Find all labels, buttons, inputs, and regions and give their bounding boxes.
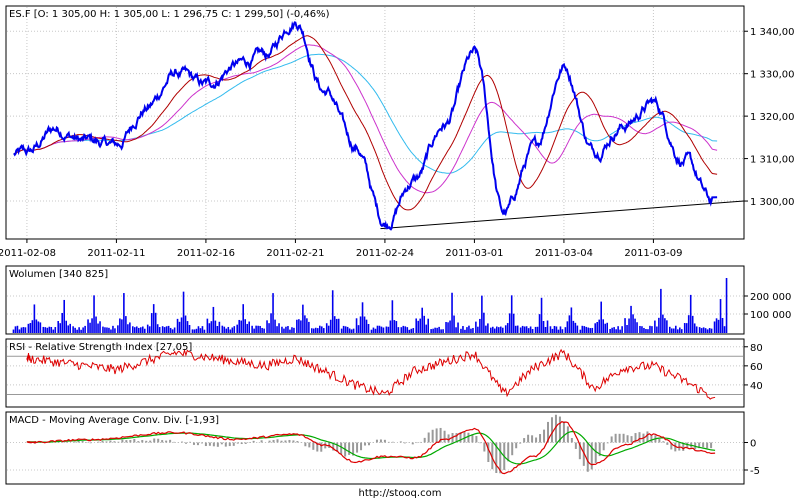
- volume-y-tick-label: 100 000: [750, 310, 791, 321]
- support-trendline: [380, 200, 745, 230]
- price-y-ticks: 1 300,00 1 310,00 1 320,00 1 330,00 1 340,00: [744, 27, 795, 208]
- ma-lines: [13, 35, 718, 211]
- price-grid: [7, 7, 743, 238]
- volume-panel-title: Wolumen [340 825]: [9, 269, 108, 280]
- rsi-grid: [7, 346, 743, 395]
- volume-bars: [12, 278, 728, 333]
- x-tick-label: 2011-02-11: [87, 248, 145, 259]
- rsi-panel-title: RSI - Relative Strength Index [27,05]: [9, 342, 192, 353]
- macd-y-tick-label: 0: [750, 439, 756, 450]
- price-y-tick-label: 1 340,00: [750, 27, 795, 38]
- x-tick-label: 2011-02-16: [177, 248, 235, 259]
- macd-line: [26, 420, 716, 475]
- price-y-tick-label: 1 320,00: [750, 112, 795, 123]
- x-tick-label: 2011-03-09: [624, 248, 682, 259]
- price-line: [13, 20, 718, 231]
- x-tick-label: 2011-03-04: [535, 248, 593, 259]
- macd-y-ticks: -5 0: [744, 439, 760, 477]
- ma-fast-line: [13, 35, 718, 211]
- rsi-y-tick-label: 60: [750, 362, 763, 373]
- volume-y-tick-label: 200 000: [750, 292, 791, 303]
- rsi-series-line: [26, 348, 716, 400]
- volume-panel-frame: [5, 265, 745, 335]
- macd-histogram: [25, 414, 713, 474]
- macd-panel-frame: [5, 411, 745, 485]
- x-axis-ticks: 2011-02-08 2011-02-11 2011-02-16 2011-02-21…: [0, 239, 682, 259]
- trendline: [380, 200, 745, 230]
- rsi-panel-frame: [5, 338, 745, 408]
- rsi-y-ticks: 40 60 80: [744, 343, 763, 392]
- volume-y-ticks: 100 000 200 000: [744, 292, 791, 321]
- ma-mid-line: [13, 44, 718, 194]
- x-tick-label: 2011-02-21: [266, 248, 324, 259]
- macd-y-tick-label: -5: [750, 466, 760, 477]
- macd-signal-line: [26, 430, 716, 465]
- x-tick-label: 2011-03-01: [445, 248, 503, 259]
- macd-lines: [26, 420, 716, 475]
- price-panel-title: ES.F [O: 1 305,00 H: 1 305,00 L: 1 296,7…: [9, 9, 330, 20]
- price-y-tick-label: 1 310,00: [750, 155, 795, 166]
- price-y-tick-label: 1 330,00: [750, 70, 795, 81]
- rsi-y-tick-label: 80: [750, 343, 763, 354]
- price-y-tick-label: 1 300,00: [750, 197, 795, 208]
- price-series: [13, 20, 718, 231]
- macd-panel-title: MACD - Moving Average Conv. Div. [-1,93]: [9, 415, 219, 426]
- rsi-y-tick-label: 40: [750, 381, 763, 392]
- x-tick-label: 2011-02-08: [0, 248, 56, 259]
- footer-url: http://stooq.com: [359, 488, 442, 499]
- rsi-line: [26, 348, 716, 400]
- x-tick-label: 2011-02-24: [356, 248, 414, 259]
